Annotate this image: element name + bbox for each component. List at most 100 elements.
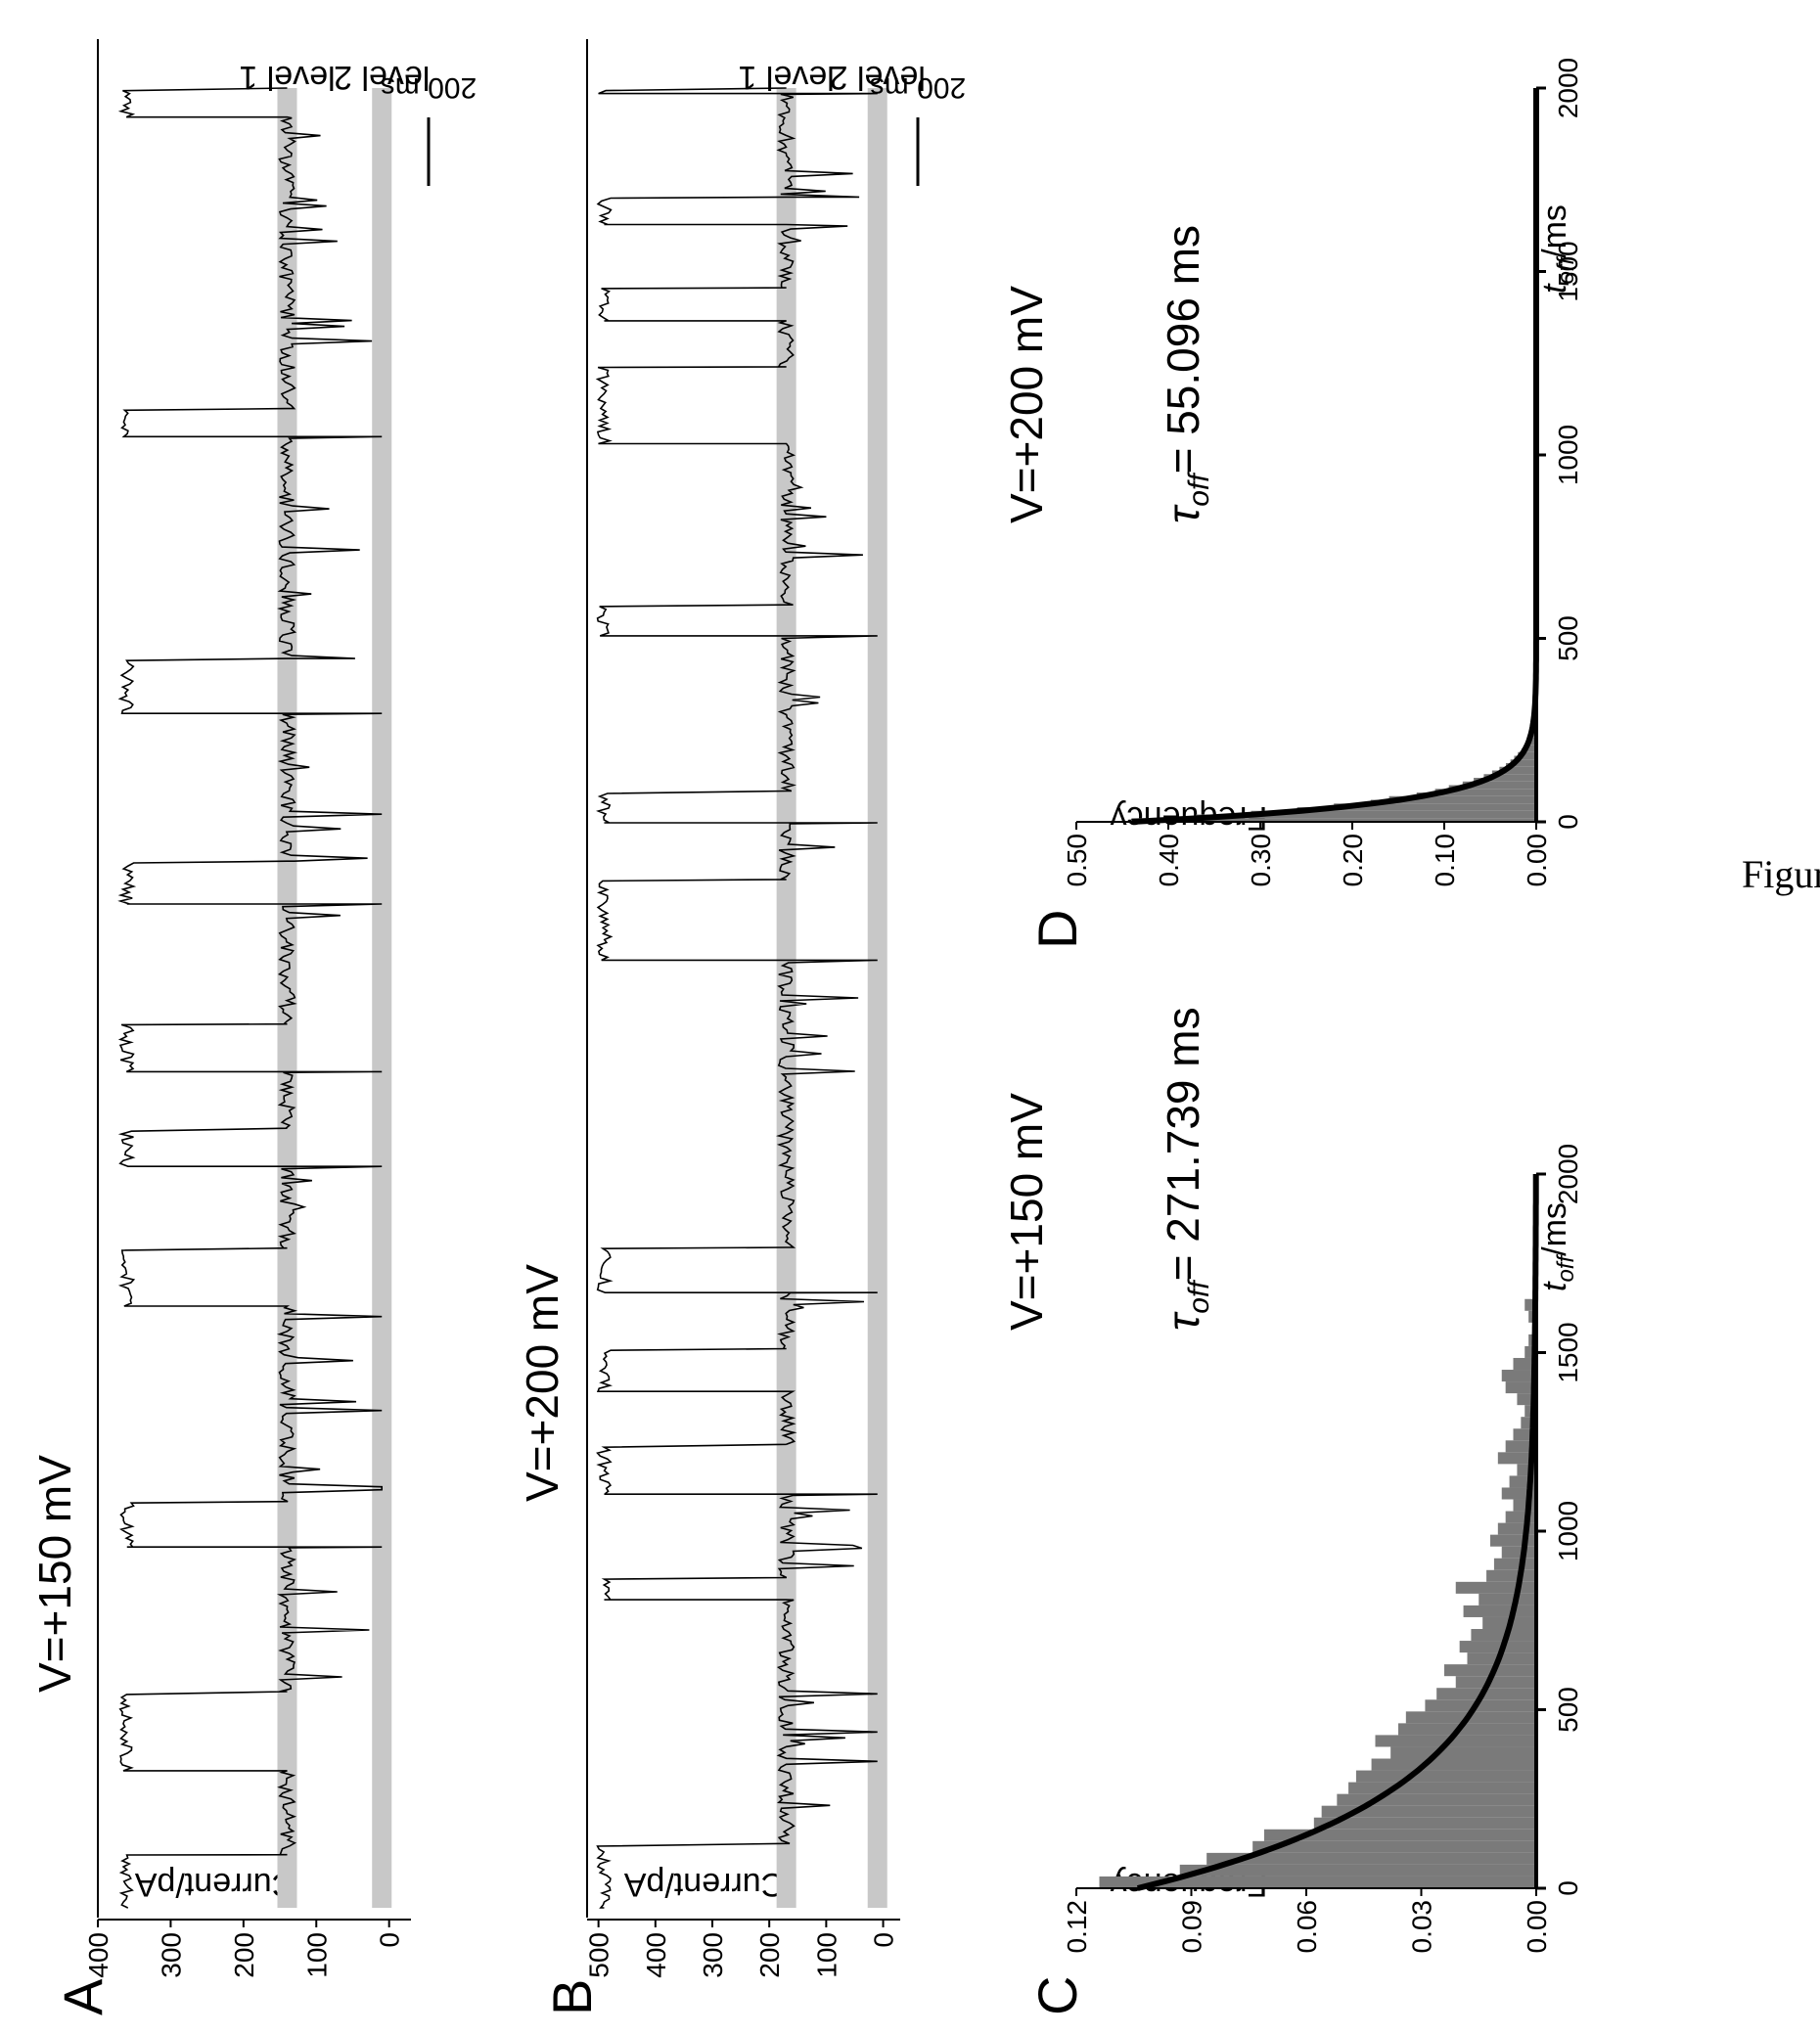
ytick-label: 500: [584, 1932, 614, 1978]
histogram-bar: [1436, 1688, 1536, 1700]
panel-b: B V=+200 mV Current/pA 500 400 300 200 100 0 …: [517, 39, 966, 2015]
histogram-bar: [1321, 1805, 1536, 1818]
panel-b-letter: B: [541, 1979, 603, 2015]
xtick-label: 500: [1553, 615, 1583, 661]
panel-a-ylabel: Current/pA: [134, 1866, 296, 1903]
histogram-bar: [1425, 1699, 1536, 1712]
xtick-label: 0: [1553, 814, 1583, 830]
panel-c-tau-value: = 271.739 ms: [1158, 1007, 1208, 1281]
histogram-bar: [1099, 1876, 1536, 1888]
histogram-bar: [1206, 1852, 1536, 1865]
histogram-bar: [1355, 1770, 1536, 1783]
ytick-label: 200: [754, 1932, 785, 1978]
panel-a-level-bands: [277, 88, 392, 1908]
histogram-bar: [1463, 1605, 1537, 1617]
panel-d-axes: 0.00 0.10 0.20 0.30 0.40 0.50 0 500 1000 1500 2000: [1062, 58, 1583, 887]
panel-a-level1-label: level 1: [239, 59, 335, 96]
panel-a-scalebar-label: 200 ms: [381, 71, 477, 104]
histogram-bar: [1501, 1370, 1536, 1382]
histogram-bar: [1505, 1381, 1536, 1394]
panel-b-yticks: 500 400 300 200 100 0: [584, 1919, 900, 1978]
histogram-bar: [1486, 1569, 1537, 1582]
histogram-bar: [1375, 1735, 1536, 1747]
histogram-bar: [1179, 1864, 1536, 1877]
histogram-bar: [1252, 1840, 1536, 1853]
panel-c-xlabel-main: t: [1536, 1281, 1573, 1291]
panel-b-level2-label: level 2: [830, 59, 926, 96]
ytick-label: 0.40: [1154, 834, 1184, 887]
histogram-bar: [1390, 1746, 1536, 1759]
histogram-bar: [1459, 1641, 1536, 1653]
panel-d-xlabel-sub: off: [1553, 256, 1579, 285]
panel-d-xlabel: toff/ms: [1536, 204, 1579, 294]
panel-a-yticks: 400 300 200 100 0: [83, 1919, 411, 1978]
histogram-bar: [1455, 1676, 1536, 1689]
ytick-label: 100: [301, 1932, 332, 1978]
panel-b-scalebar-label: 200 ms: [870, 71, 966, 104]
histogram-bar: [1313, 1817, 1537, 1830]
histogram-bar: [1497, 1522, 1537, 1535]
ytick-label: 0.30: [1246, 834, 1276, 887]
xtick-label: 0: [1553, 1880, 1583, 1896]
histogram-bar: [1513, 1357, 1536, 1371]
histogram-bar: [1490, 1534, 1536, 1547]
ytick-label: 0: [375, 1932, 405, 1948]
ytick-label: 0.20: [1338, 834, 1368, 887]
histogram-bar: [1337, 1793, 1537, 1806]
level-band-2: [372, 88, 392, 1908]
histogram-bar: [1479, 1593, 1536, 1605]
histogram-bar: [1455, 1581, 1536, 1594]
ytick-label: 0.10: [1430, 834, 1460, 887]
panel-c-xlabel: toff/ms: [1536, 1202, 1579, 1291]
panel-c-axes: 0.00 0.03 0.06 0.09 0.12 0 500 1000 1500 2000: [1062, 1144, 1583, 1954]
panel-d-xlabel-unit: /ms: [1536, 204, 1573, 258]
ytick-label: 0.00: [1522, 834, 1552, 887]
panel-d-letter: D: [1026, 910, 1088, 949]
xtick-label: 1500: [1553, 241, 1583, 301]
panel-d-voltage: V=+200 mV: [1001, 286, 1052, 523]
ytick-label: 0.03: [1407, 1900, 1437, 1954]
panel-b-level1-label: level 1: [738, 59, 834, 96]
panel-a-voltage: V=+150 mV: [29, 1455, 80, 1693]
xtick-label: 1000: [1553, 1501, 1583, 1561]
histogram-bar: [1348, 1782, 1537, 1794]
histogram-bar: [1513, 1499, 1536, 1512]
ytick-label: 300: [698, 1932, 728, 1978]
panel-c: C V=+150 mV τoff= 271.739 ms Frequency t…: [1001, 1007, 1583, 2015]
panel-b-level-bands: [776, 88, 887, 1908]
xtick-label: 500: [1553, 1687, 1583, 1733]
histogram-bar: [1505, 1440, 1536, 1453]
panel-a-letter: A: [52, 1978, 114, 2015]
panel-c-voltage: V=+150 mV: [1001, 1093, 1052, 1331]
panel-d: D V=+200 mV τoff= 55.096 ms Frequency to…: [1001, 58, 1583, 949]
ytick-label: 0: [869, 1932, 899, 1948]
panel-d-tau: τoff= 55.096 ms: [1158, 225, 1215, 523]
histogram-bar: [1263, 1829, 1536, 1841]
xtick-label: 2000: [1553, 58, 1583, 118]
panel-c-xlabel-unit: /ms: [1536, 1202, 1573, 1256]
ytick-label: 0.09: [1177, 1900, 1207, 1954]
panel-c-tau-symbol: τ: [1158, 1311, 1208, 1331]
ytick-label: 0.12: [1062, 1900, 1092, 1954]
ytick-label: 0.06: [1292, 1900, 1322, 1954]
panel-b-voltage: V=+200 mV: [517, 1264, 568, 1502]
panel-c-xlabel-sub: off: [1553, 1254, 1579, 1283]
ytick-label: 0.50: [1062, 834, 1092, 887]
level-band-2: [867, 88, 887, 1908]
panel-d-tau-value: = 55.096 ms: [1158, 225, 1208, 474]
panel-b-ylabel: Current/pA: [623, 1866, 785, 1903]
histogram-bar: [1371, 1758, 1537, 1771]
panel-d-xlabel-main: t: [1536, 283, 1573, 294]
level-band-1: [277, 88, 297, 1908]
histogram-bar: [1196, 814, 1536, 819]
histogram-bar: [1497, 1452, 1537, 1465]
histogram-bar: [1501, 1546, 1536, 1559]
ytick-label: 300: [156, 1932, 186, 1978]
histogram-bar: [1471, 1629, 1536, 1642]
panel-c-tau-sub: off: [1183, 1279, 1215, 1314]
panel-b-trace: [595, 87, 878, 1909]
ytick-label: 200: [229, 1932, 259, 1978]
panel-c-tau: τoff= 271.739 ms: [1158, 1007, 1215, 1331]
